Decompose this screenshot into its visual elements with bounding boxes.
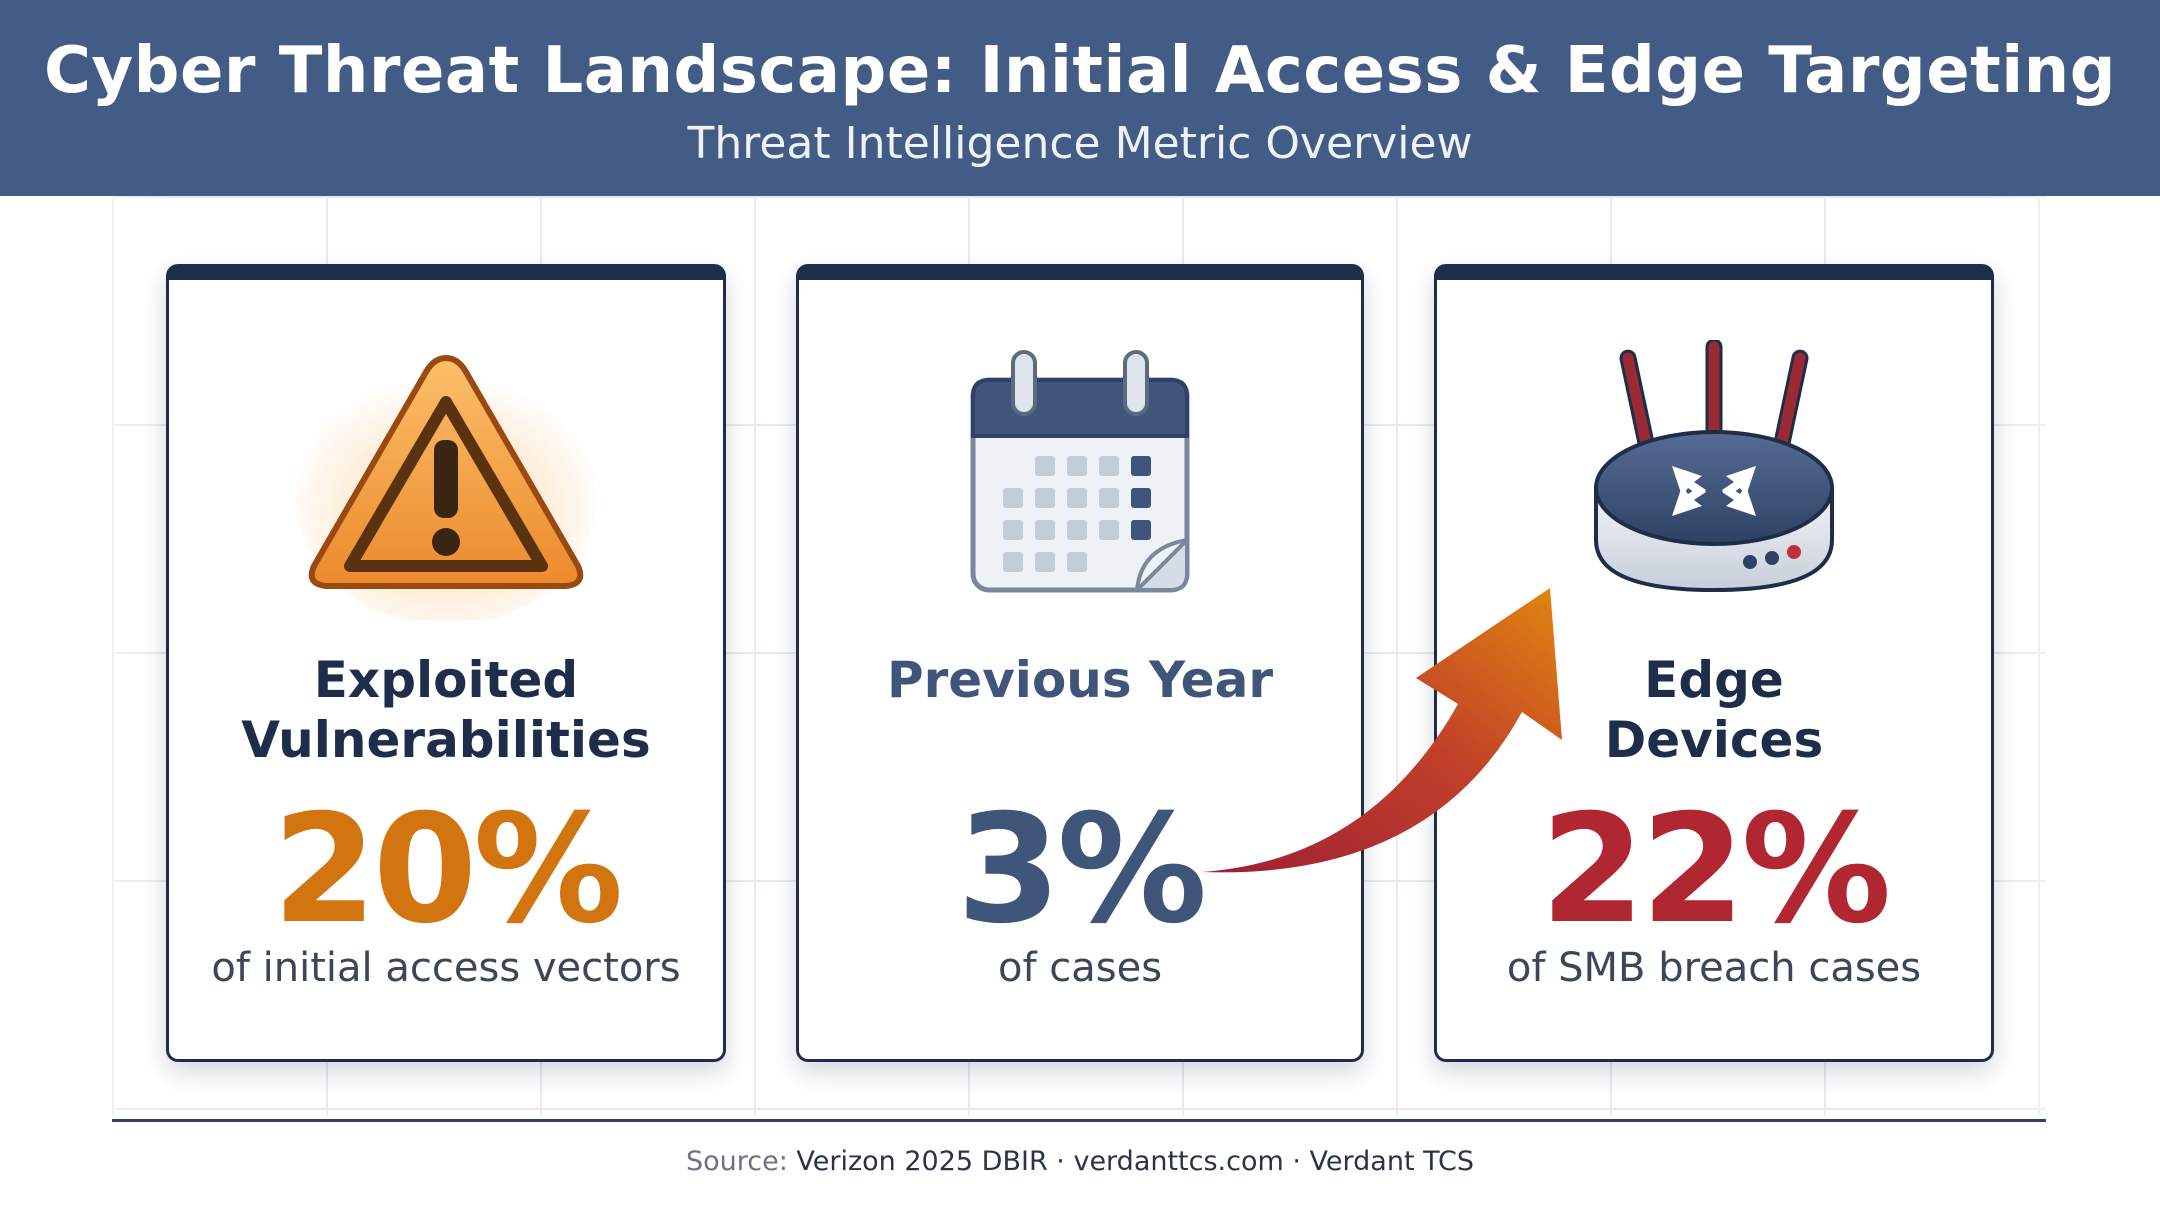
metric-description: of initial access vectors (211, 945, 681, 991)
metric-value: 3% (956, 783, 1208, 957)
source-footer: Source: Verizon 2025 DBIR · verdanttcs.c… (0, 1146, 2160, 1177)
baseline-divider (112, 1119, 2046, 1122)
metric-description: of cases (997, 945, 1163, 991)
calendar-icon (955, 340, 1205, 610)
metric-title: Edge Devices (1457, 650, 1971, 770)
page-title: Cyber Threat Landscape: Initial Access &… (43, 34, 2117, 108)
warning-triangle-icon (296, 340, 596, 625)
metric-value: 20% (272, 783, 623, 957)
growth-arrow-icon (1190, 580, 1590, 880)
metric-title-line: Devices (1604, 711, 1824, 769)
metric-description: of SMB breach cases (1506, 945, 1922, 991)
source-label: Source: (685, 1146, 788, 1177)
metric-title: Previous Year (887, 651, 1273, 709)
metric-card-exploited-vulnerabilities: Exploited Vulnerabilities 20% of initial… (166, 264, 726, 1062)
metric-title-line: Exploited (313, 651, 579, 709)
header-banner: Cyber Threat Landscape: Initial Access &… (0, 0, 2160, 196)
metric-card-previous-year: Previous Year 3% of cases (796, 264, 1364, 1062)
page-subtitle: Threat Intelligence Metric Overview (687, 118, 1473, 169)
metric-title-line: Vulnerabilities (241, 711, 651, 769)
metric-title: Exploited Vulnerabilities (189, 650, 703, 770)
metric-value: 22% (1540, 783, 1891, 957)
router-icon (1574, 338, 1854, 610)
metric-title-line: Edge (1644, 651, 1784, 709)
source-text: Verizon 2025 DBIR · verdanttcs.com · Ver… (796, 1146, 1475, 1177)
